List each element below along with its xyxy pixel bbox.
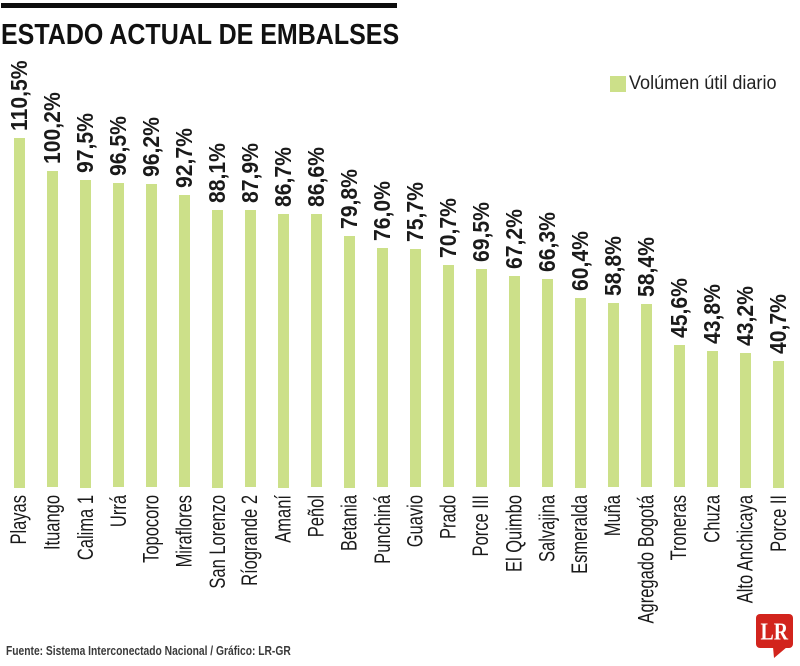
svg-text:LR: LR [761,620,789,646]
